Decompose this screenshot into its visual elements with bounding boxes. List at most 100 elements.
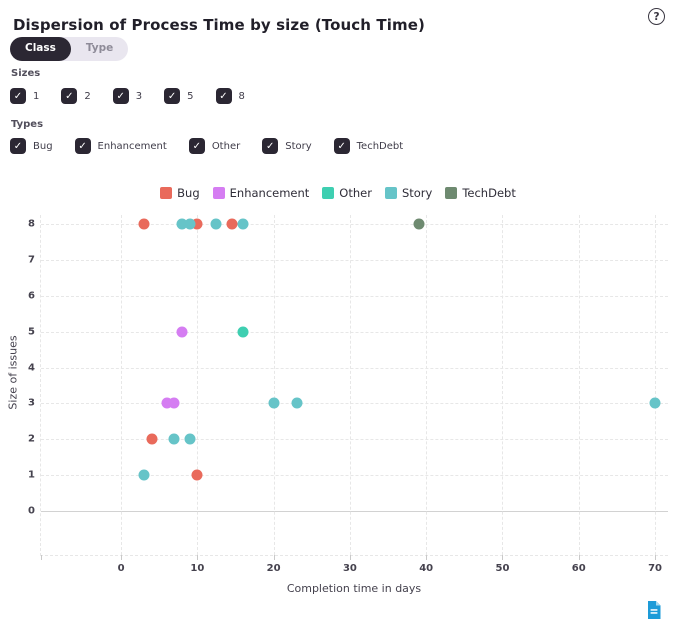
size-checkbox-5[interactable]: ✓ 5 — [164, 88, 194, 104]
y-tick-label: 7 — [28, 254, 35, 266]
checkbox-checked-icon: ✓ — [74, 138, 91, 154]
legend-label: Bug — [177, 186, 200, 200]
gridline-y-6 — [41, 295, 668, 297]
page-title: Dispersion of Process Time by size (Touc… — [13, 16, 425, 35]
legend-item-bug[interactable]: Bug — [160, 186, 200, 200]
legend-item-other[interactable]: Other — [322, 186, 372, 200]
x-axis-tick — [426, 555, 428, 560]
size-checkbox-2[interactable]: ✓ 2 — [61, 88, 91, 104]
legend-swatch-icon — [322, 187, 335, 199]
y-tick-label: 2 — [28, 433, 35, 445]
checkbox-checked-icon: ✓ — [112, 88, 129, 104]
x-axis-tick — [197, 555, 199, 560]
type-checkbox-story[interactable]: ✓ Story — [262, 138, 312, 154]
type-checkbox-techdebt[interactable]: ✓ TechDebt — [333, 138, 404, 154]
gridline-x-10 — [197, 215, 199, 555]
size-checkbox-3[interactable]: ✓ 3 — [112, 88, 143, 104]
type-checkbox-label: Enhancement — [97, 140, 167, 152]
point-enhancement[interactable] — [176, 326, 188, 338]
checkbox-checked-icon: ✓ — [10, 88, 26, 104]
gridline-x-60 — [578, 215, 580, 555]
y-tick-label: 5 — [28, 326, 35, 338]
size-checkbox-label: 1 — [33, 90, 40, 102]
point-story[interactable] — [268, 397, 280, 409]
x-tick-label: 40 — [419, 563, 434, 574]
legend-swatch-icon — [384, 187, 397, 199]
size-checkbox-label: 8 — [238, 90, 245, 102]
point-bug[interactable] — [146, 433, 158, 445]
types-label: Types — [11, 119, 44, 130]
point-story[interactable] — [138, 469, 150, 481]
type-checkbox-enhancement[interactable]: ✓ Enhancement — [74, 138, 167, 154]
x-tick-label: 50 — [495, 563, 510, 574]
gridline-x-50 — [502, 215, 504, 555]
point-techdebt[interactable] — [413, 218, 425, 230]
legend-label: TechDebt — [462, 186, 516, 200]
point-story[interactable] — [184, 218, 196, 230]
x-tick-label: 0 — [117, 563, 125, 574]
export-document-button[interactable] — [645, 600, 663, 619]
x-tick-label: 10 — [190, 563, 205, 574]
x-axis-title: Completion time in days — [286, 582, 422, 595]
legend-item-story[interactable]: Story — [384, 186, 432, 200]
point-other[interactable] — [237, 326, 249, 338]
gridline-y-7 — [41, 259, 668, 261]
legend-item-techdebt[interactable]: TechDebt — [445, 186, 516, 200]
point-enhancement[interactable] — [161, 397, 173, 409]
checkbox-checked-icon: ✓ — [188, 138, 205, 154]
toggle-type[interactable]: Type — [71, 37, 128, 61]
x-axis-tick — [121, 555, 123, 560]
legend-swatch-icon — [445, 187, 458, 199]
point-story[interactable] — [237, 218, 249, 230]
point-story[interactable] — [291, 397, 303, 409]
type-checkbox-label: TechDebt — [356, 140, 404, 152]
checkbox-checked-icon: ✓ — [262, 138, 279, 154]
types-checkbox-row: ✓ Bug ✓ Enhancement ✓ Other ✓ Story ✓ TechDebt — [10, 138, 403, 154]
y-tick-label: 4 — [28, 362, 35, 374]
checkbox-checked-icon: ✓ — [215, 88, 232, 104]
x-axis-tick — [578, 555, 580, 560]
scatter-plot-area: 0 1 2 3 4 5 6 7 8 0 10 20 30 40 50 60 70 — [28, 215, 668, 574]
gridline-x-30 — [349, 215, 351, 555]
gridline-y-1 — [41, 475, 668, 477]
size-checkbox-8[interactable]: ✓ 8 — [215, 88, 245, 104]
point-story[interactable] — [649, 397, 661, 409]
legend-swatch-icon — [212, 187, 225, 199]
legend-item-enhancement[interactable]: Enhancement — [212, 186, 309, 200]
class-type-toggle: Class Type — [10, 37, 129, 61]
size-checkbox-label: 3 — [135, 90, 143, 102]
chart-legend: Bug Enhancement Other Story TechDebt — [0, 186, 676, 200]
point-bug[interactable] — [226, 218, 238, 230]
gridline-y-0 — [41, 511, 668, 513]
point-story[interactable] — [176, 218, 188, 230]
type-checkbox-label: Story — [285, 140, 312, 152]
point-bug[interactable] — [191, 469, 203, 481]
gridline-y-4 — [41, 367, 668, 369]
sizes-checkbox-row: ✓ 1 ✓ 2 ✓ 3 ✓ 5 ✓ 8 — [10, 88, 245, 104]
type-checkbox-label: Other — [211, 140, 241, 152]
x-axis-tick — [349, 555, 351, 560]
size-checkbox-1[interactable]: ✓ 1 — [10, 88, 39, 104]
x-axis-tick — [655, 555, 657, 560]
gridline-y-8 — [41, 223, 668, 225]
point-story[interactable] — [168, 433, 180, 445]
toggle-class[interactable]: Class — [10, 37, 71, 61]
x-tick-label: 70 — [648, 563, 662, 574]
gridline-x-20 — [273, 215, 275, 555]
y-tick-label: 3 — [28, 397, 35, 409]
gridline-x-70 — [655, 215, 657, 555]
point-enhancement[interactable] — [168, 397, 180, 409]
size-checkbox-label: 5 — [187, 90, 194, 102]
x-axis-tick — [502, 555, 504, 560]
type-checkbox-bug[interactable]: ✓ Bug — [10, 138, 53, 154]
sizes-label: Sizes — [11, 68, 41, 79]
type-checkbox-other[interactable]: ✓ Other — [188, 138, 241, 154]
point-story[interactable] — [184, 433, 196, 445]
help-icon[interactable]: ? — [648, 8, 665, 25]
point-bug[interactable] — [191, 218, 203, 230]
y-tick-label: 1 — [28, 469, 35, 481]
point-bug[interactable] — [138, 218, 150, 230]
point-story[interactable] — [210, 218, 222, 230]
y-tick-label: 8 — [28, 218, 35, 230]
